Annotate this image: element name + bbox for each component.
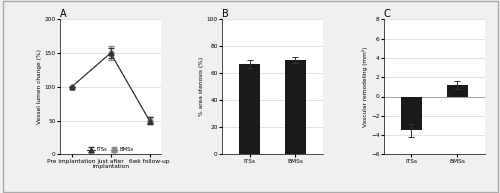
Y-axis label: Vessel lumen change (%): Vessel lumen change (%) (37, 49, 42, 124)
Y-axis label: % area stenosis (%): % area stenosis (%) (199, 57, 204, 116)
Bar (239, 64, 260, 154)
Bar (285, 60, 306, 154)
Text: B: B (222, 8, 228, 19)
Bar (401, 96, 422, 130)
Legend: ITSs, BMSs: ITSs, BMSs (85, 145, 136, 154)
Text: C: C (384, 8, 390, 19)
Bar (447, 85, 468, 96)
Y-axis label: Vascular remodeling (mm²): Vascular remodeling (mm²) (362, 47, 368, 127)
Text: A: A (60, 8, 66, 19)
